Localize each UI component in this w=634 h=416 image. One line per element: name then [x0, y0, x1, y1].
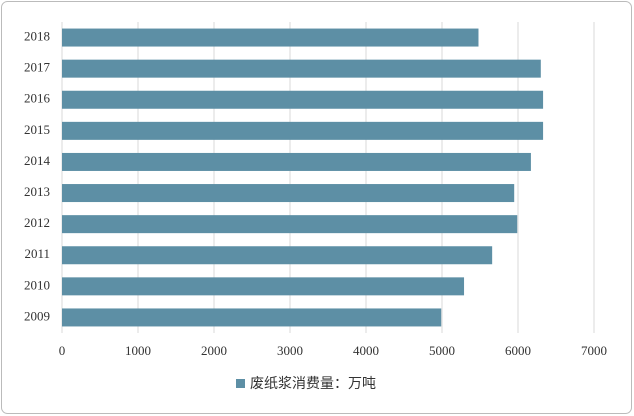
y-tick-label: 2015: [24, 122, 50, 137]
y-tick-label: 2013: [24, 184, 50, 199]
y-tick-label: 2018: [24, 29, 50, 44]
bar: [62, 121, 544, 140]
bar: [62, 246, 493, 265]
y-tick-label: 2012: [24, 215, 50, 230]
x-tick-label: 6000: [505, 343, 531, 358]
x-tick-label: 7000: [581, 343, 607, 358]
y-tick-label: 2014: [24, 153, 51, 168]
y-tick-label: 2016: [24, 91, 51, 106]
bar: [62, 90, 544, 109]
legend-label: 废纸浆消费量：万吨: [250, 376, 376, 392]
y-tick-label: 2011: [24, 246, 50, 261]
y-tick-label: 2010: [24, 277, 50, 292]
bar: [62, 215, 518, 234]
legend-swatch: [236, 379, 245, 388]
bar: [62, 59, 541, 78]
x-tick-label: 3000: [277, 343, 303, 358]
x-tick-label: 1000: [125, 343, 151, 358]
bar: [62, 184, 515, 203]
bar: [62, 308, 442, 327]
y-tick-label: 2009: [24, 308, 50, 323]
bar: [62, 28, 479, 47]
x-tick-label: 5000: [429, 343, 455, 358]
x-tick-label: 2000: [201, 343, 227, 358]
bar: [62, 277, 465, 296]
y-tick-label: 2017: [24, 60, 51, 75]
x-tick-label: 4000: [353, 343, 379, 358]
x-tick-label: 0: [59, 343, 66, 358]
bar: [62, 152, 531, 171]
